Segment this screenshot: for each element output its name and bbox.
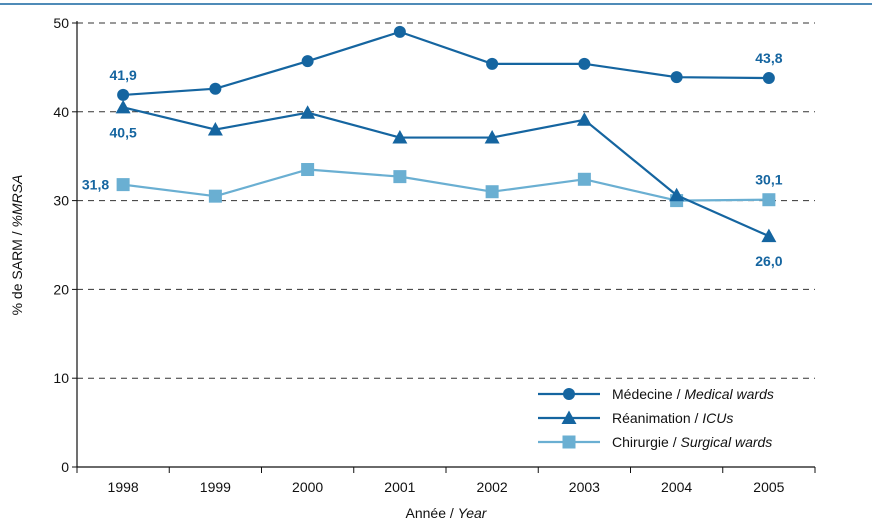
axes: 0 10 20 30 40 50 1998 1999 2000 2001 2002 2003 2004 2… — [9, 15, 816, 521]
y-tick-label: 10 — [53, 370, 69, 386]
x-axis-title-translation: Year — [458, 505, 488, 521]
legend-label-separator: / — [669, 434, 681, 450]
series-line — [122, 106, 770, 238]
x-tick-label: 2000 — [292, 479, 323, 495]
data-point — [576, 112, 592, 126]
data-point — [485, 185, 499, 199]
x-tick-label: 1999 — [200, 479, 231, 495]
data-point — [209, 82, 222, 95]
y-axis-title: % de SARM / %MRSA — [9, 175, 25, 316]
legend-marker — [561, 410, 577, 424]
data-point — [392, 130, 408, 144]
y-axis-title-translation: %MRSA — [9, 175, 25, 228]
data-point — [486, 57, 499, 70]
data-label: 26,0 — [755, 253, 782, 269]
series-square — [116, 163, 776, 208]
legend: Médecine / Medical wards Réanimation / IC… — [538, 386, 774, 450]
data-point — [577, 172, 591, 186]
legend-label-translation: Surgical wards — [680, 434, 772, 450]
series-line — [122, 168, 769, 202]
grid-lines — [77, 22, 815, 379]
x-tick-label: 2002 — [477, 479, 508, 495]
y-tick-label: 50 — [53, 15, 69, 31]
y-tick-label: 20 — [53, 281, 69, 297]
data-label: 40,5 — [110, 124, 137, 140]
data-point — [393, 170, 407, 184]
legend-label-main: Médecine — [612, 386, 673, 402]
legend-item: Réanimation / ICUs — [538, 410, 733, 426]
x-tick-label: 2005 — [753, 479, 784, 495]
y-tick-label: 40 — [53, 104, 69, 120]
series-lines — [115, 25, 777, 243]
legend-label-translation: ICUs — [702, 410, 733, 426]
data-point — [117, 88, 130, 101]
data-point — [578, 57, 591, 70]
legend-label-separator: / — [673, 386, 685, 402]
series-line — [123, 30, 769, 97]
data-point — [393, 25, 406, 38]
legend-label-translation: Medical wards — [684, 386, 773, 402]
data-labels: 41,9 43,8 40,5 26,0 31,8 30,1 — [82, 50, 783, 269]
legend-label-main: Réanimation — [612, 410, 691, 426]
series-triangle — [115, 99, 777, 243]
data-point — [208, 189, 222, 203]
x-tick-label: 2004 — [661, 479, 692, 495]
data-label: 31,8 — [82, 177, 109, 193]
y-axis-title-separator: / — [9, 227, 25, 239]
data-point — [762, 72, 775, 85]
legend-label: Chirurgie / Surgical wards — [612, 434, 772, 450]
y-tick-label: 0 — [61, 459, 69, 475]
data-point — [300, 105, 316, 119]
legend-item: Chirurgie / Surgical wards — [538, 434, 772, 450]
legend-marker — [563, 388, 575, 400]
x-tick-label: 1998 — [108, 479, 139, 495]
x-axis-title: Année / Year — [406, 505, 488, 521]
data-point — [670, 71, 683, 84]
legend-label: Réanimation / ICUs — [612, 410, 733, 426]
data-point — [669, 187, 685, 202]
legend-label-separator: / — [691, 410, 703, 426]
legend-marker — [562, 435, 576, 449]
data-point — [301, 163, 315, 177]
x-axis-title-main: Année — [406, 505, 447, 521]
data-label: 43,8 — [755, 50, 782, 66]
data-point — [207, 122, 223, 136]
x-axis-title-separator: / — [446, 505, 458, 521]
y-tick-label: 30 — [53, 193, 69, 209]
data-label: 30,1 — [755, 172, 782, 188]
data-point — [115, 99, 131, 114]
data-label: 41,9 — [110, 67, 137, 83]
x-tick-label: 2003 — [569, 479, 600, 495]
data-point — [762, 193, 776, 207]
data-point — [484, 130, 500, 144]
data-point — [116, 178, 130, 192]
data-point — [761, 228, 777, 243]
legend-item: Médecine / Medical wards — [538, 386, 774, 402]
series-circle — [117, 25, 775, 101]
x-tick-label: 2001 — [384, 479, 415, 495]
legend-label-main: Chirurgie — [612, 434, 669, 450]
data-point — [301, 55, 314, 68]
legend-label: Médecine / Medical wards — [612, 386, 774, 402]
y-axis-title-main: % de SARM — [9, 239, 25, 315]
